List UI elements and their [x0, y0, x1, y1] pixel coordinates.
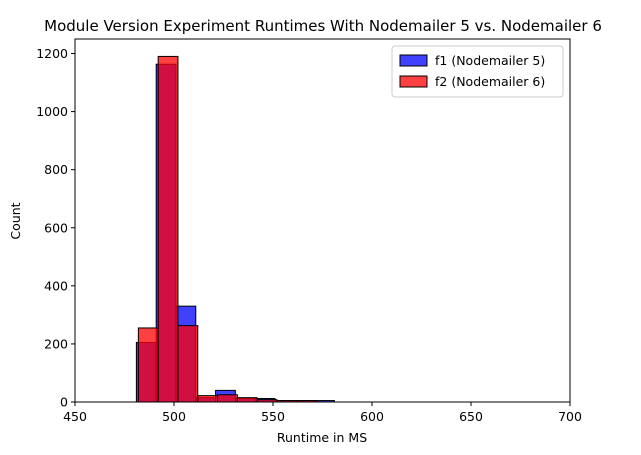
legend-label-1: f1 (Nodemailer 5) — [435, 53, 545, 68]
y-tick-label: 1200 — [36, 46, 68, 61]
plot-area-frame — [74, 38, 571, 403]
y-tick-label: 400 — [44, 278, 68, 293]
x-axis: 450 500 550 600 650 700 — [63, 402, 582, 424]
y-tick-label: 1000 — [36, 104, 68, 119]
y-tick-label: 200 — [44, 336, 68, 351]
bars-layer — [135, 55, 335, 403]
histogram-bar-s2-6 — [236, 397, 258, 403]
legend-swatch-1 — [399, 54, 428, 67]
x-tick-label: 600 — [360, 409, 384, 424]
histogram-bar-s2-1 — [137, 327, 159, 403]
legend: f1 (Nodemailer 5) f2 (Nodemailer 6) — [391, 45, 564, 98]
chart-title: Module Version Experiment Runtimes With … — [44, 17, 602, 35]
legend-swatch-2 — [399, 75, 428, 88]
x-tick-label: 650 — [459, 409, 483, 424]
x-tick-label: 450 — [63, 409, 87, 424]
y-axis: 0 200 400 600 800 1000 1200 — [36, 46, 75, 410]
y-axis-label: Count — [8, 202, 23, 239]
legend-frame — [391, 45, 564, 98]
y-tick-label: 800 — [44, 162, 68, 177]
histogram-bar-s2-2 — [157, 55, 179, 403]
legend-label-2: f2 (Nodemailer 6) — [435, 74, 545, 89]
histogram-bar-s2-5 — [217, 394, 238, 403]
x-tick-label: 700 — [558, 409, 582, 424]
x-axis-label: Runtime in MS — [277, 430, 367, 445]
y-tick-label: 600 — [44, 220, 68, 235]
y-tick-label: 0 — [60, 395, 68, 410]
x-tick-label: 550 — [261, 409, 285, 424]
x-tick-label: 500 — [162, 409, 186, 424]
histogram-bar-s2-4 — [197, 395, 219, 403]
histogram-bar-s2-3 — [177, 325, 199, 403]
